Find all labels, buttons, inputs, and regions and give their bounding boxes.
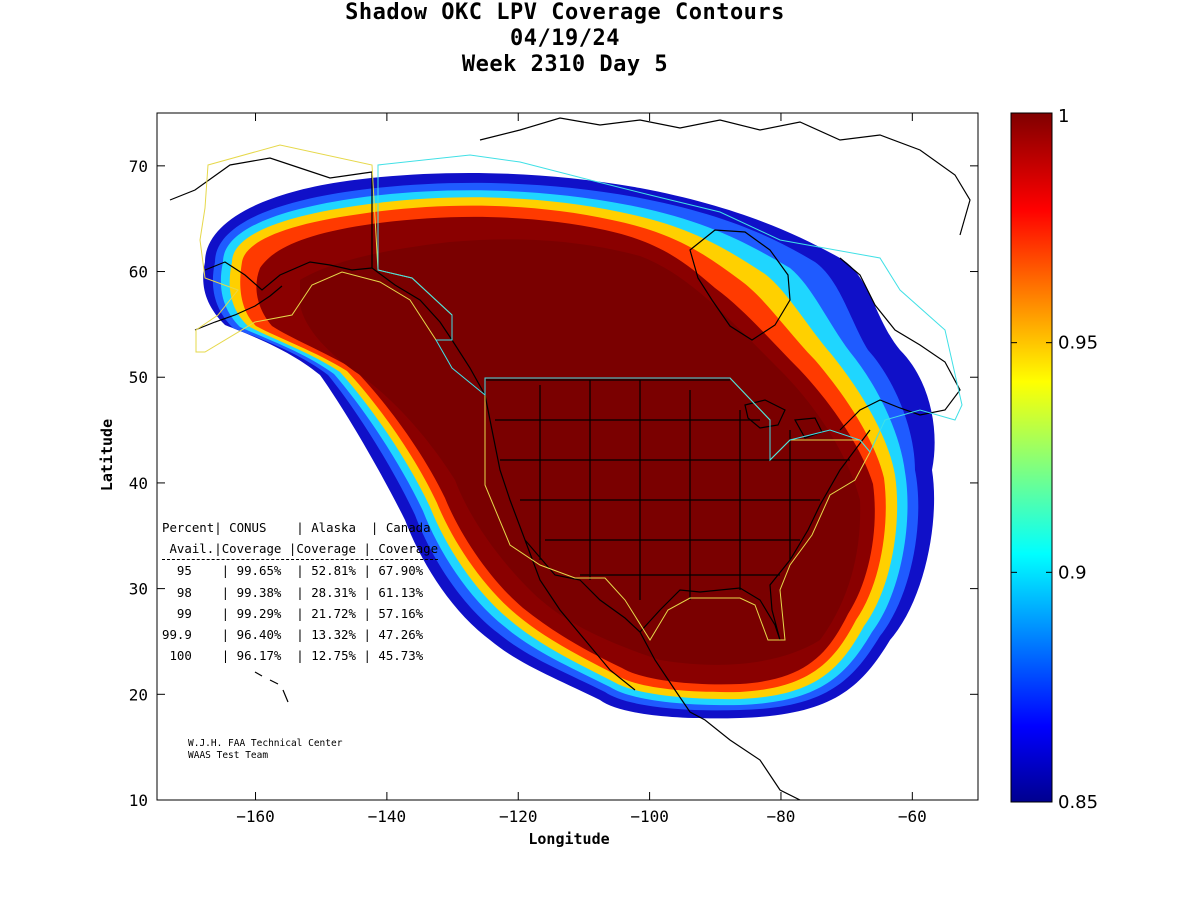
alaska-coast xyxy=(204,261,373,291)
stats-cell: 61.13% xyxy=(378,584,424,600)
y-tick-label: 10 xyxy=(129,791,148,810)
stats-row: 95 | 99.65% | 52.81% | 67.90% xyxy=(176,563,424,579)
stats-col-conus-header: CONUS xyxy=(229,520,267,535)
stats-col-percent-header: Percent xyxy=(162,520,215,535)
credit-block: W.J.H. FAA Technical Center WAAS Test Te… xyxy=(188,738,342,762)
colorbar-tick-label: 0.9 xyxy=(1058,562,1087,583)
map-date: 04/19/24 xyxy=(510,26,620,51)
stats-cell: 13.32% xyxy=(311,627,356,643)
stats-col-canada-header: Canada xyxy=(385,520,431,535)
stats-cell: 28.31% xyxy=(311,584,356,600)
credit-line1: W.J.H. FAA Technical Center xyxy=(188,738,343,749)
stats-cell: 45.73% xyxy=(378,648,424,664)
colorbar-tick-label: 0.95 xyxy=(1058,333,1098,354)
coastlines xyxy=(169,117,971,800)
hudson-bay xyxy=(689,229,791,341)
stats-cell: 99.38% xyxy=(236,584,282,600)
credit-line2: WAAS Test Team xyxy=(188,750,269,761)
labrador-coast xyxy=(839,257,961,431)
canada-service-volume xyxy=(377,154,963,462)
plot-frame xyxy=(156,112,979,801)
x-tick-label: −120 xyxy=(499,807,538,826)
map-title: Shadow OKC LPV Coverage Contours xyxy=(345,0,785,25)
y-tick-label: 20 xyxy=(129,685,148,704)
stats-row: 100 | 96.17% | 12.75% | 45.73% xyxy=(169,648,424,664)
aleutian-chain xyxy=(194,285,283,331)
stats-cell: 99.9 xyxy=(162,627,192,643)
colorbar-ticks: 1 0.95 0.9 0.85 xyxy=(1011,106,1098,813)
stats-cell: 98 xyxy=(176,584,192,600)
stats-cell: 67.90% xyxy=(378,563,424,579)
map-week-day: Week 2310 Day 5 xyxy=(461,52,669,77)
stats-col-conus-sub: Coverage xyxy=(221,541,282,557)
stats-header-row1: Percent| CONUS | Alaska | Canada xyxy=(162,520,431,535)
us-states-grid xyxy=(486,379,850,600)
stats-col-alaska-sub: Coverage xyxy=(296,541,356,557)
x-tick-label: −80 xyxy=(767,807,796,826)
colorbar-tick-label: 1 xyxy=(1058,106,1069,127)
y-axis-ticks: 10 20 30 40 50 60 70 xyxy=(129,157,978,810)
stats-cell: 12.75% xyxy=(311,648,356,664)
y-tick-label: 50 xyxy=(129,368,148,387)
stats-header-row2: Avail.|Coverage |Coverage | Coverage xyxy=(162,538,439,561)
stats-cell: 100 xyxy=(169,648,192,664)
service-volume-outlines xyxy=(195,144,963,641)
colorbar-tick-label: 0.85 xyxy=(1058,792,1098,813)
stats-row: 99.9 | 96.40% | 13.32% | 47.26% xyxy=(162,627,424,643)
x-axis-ticks: −160 −140 −120 −100 −80 −60 xyxy=(236,113,927,826)
x-tick-label: −160 xyxy=(236,807,275,826)
y-tick-label: 30 xyxy=(129,580,148,599)
stats-row: 98 | 99.38% | 28.31% | 61.13% xyxy=(176,584,424,600)
contour-band-1.0-core xyxy=(300,239,861,665)
stats-cell: 99.65% xyxy=(236,563,282,579)
stats-cell: 96.17% xyxy=(236,648,282,664)
stats-cell: 95 xyxy=(176,563,192,579)
stats-col-alaska-header: Alaska xyxy=(311,520,356,535)
stats-row: 99 | 99.29% | 21.72% | 57.16% xyxy=(176,605,424,621)
y-tick-label: 70 xyxy=(129,157,148,176)
mexico-coast xyxy=(524,539,636,691)
stats-cell: 52.81% xyxy=(311,563,356,579)
y-tick-label: 40 xyxy=(129,474,148,493)
stats-cell: 96.40% xyxy=(236,627,282,643)
stats-cell: 99.29% xyxy=(236,605,282,621)
stats-cell: 57.16% xyxy=(378,605,424,621)
conus-service-volume xyxy=(484,377,871,641)
x-tick-label: −100 xyxy=(630,807,669,826)
stats-cell: 47.26% xyxy=(378,627,424,643)
y-axis-label: Latitude xyxy=(98,419,116,491)
hawaii-islands xyxy=(254,671,289,703)
stats-cell: 21.72% xyxy=(311,605,356,621)
arctic-islands xyxy=(479,117,971,236)
stats-col-avail-header: Avail. xyxy=(169,541,215,557)
colorbar xyxy=(1010,112,1053,803)
x-tick-label: −140 xyxy=(368,807,407,826)
coverage-contours xyxy=(203,172,935,719)
stats-col-canada-sub: Coverage xyxy=(378,541,439,557)
north-america-coast xyxy=(169,157,801,800)
stats-cell: 99 xyxy=(176,605,192,621)
y-tick-label: 60 xyxy=(129,263,148,282)
x-axis-label: Longitude xyxy=(528,830,609,848)
coverage-stats-table: Percent| CONUS | Alaska | Canada Avail.|… xyxy=(162,517,439,666)
x-tick-label: −60 xyxy=(898,807,927,826)
